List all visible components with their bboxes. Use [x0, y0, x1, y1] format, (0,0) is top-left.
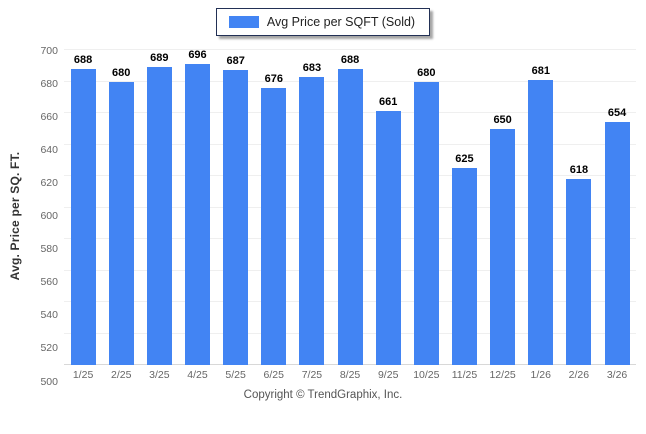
bar-value-label: 676 [264, 72, 283, 85]
x-tick-label: 8/25 [339, 369, 361, 381]
bar-slot: 689 [140, 50, 178, 365]
bar-slot: 687 [217, 50, 255, 365]
bar-slot: 696 [178, 50, 216, 365]
y-tick-label: 700 [40, 44, 58, 57]
bar-value-label: 618 [569, 164, 589, 177]
bar-chart: Avg. Price per SQ. FT. 500 520 540 560 580 60… [0, 45, 646, 388]
bar-slot: 625 [445, 50, 483, 365]
bar-value-label: 687 [226, 55, 245, 68]
bar-value-label: 696 [188, 49, 207, 61]
gridline [64, 49, 636, 50]
copyright-text: Copyright © TrendGraphix, Inc. [243, 389, 403, 401]
x-tick-label: 4/25 [187, 369, 208, 381]
bar-slot: 688 [64, 50, 102, 365]
bar [566, 179, 592, 365]
y-tick-label: 620 [40, 176, 58, 189]
bar [337, 68, 363, 365]
x-tick-label: 1/26 [530, 369, 551, 381]
legend-swatch [228, 16, 259, 28]
bar [375, 111, 401, 365]
bar [604, 122, 630, 365]
bar [146, 67, 172, 365]
legend-container: Avg Price per SQFT (Sold) [0, 8, 646, 36]
bar-value-label: 681 [531, 64, 550, 77]
bar-value-label: 654 [607, 107, 627, 120]
x-tick-label: 6/25 [263, 369, 284, 381]
bar-slot: 661 [369, 50, 407, 365]
x-tick-label: 10/25 [413, 369, 440, 381]
y-tick-label: 640 [40, 143, 58, 156]
bar-value-label: 661 [379, 96, 398, 109]
bar [528, 79, 554, 365]
y-tick-label: 680 [40, 77, 58, 90]
bars-container: 688 680 689 696 687 676 683 688 661 680 625 650 681 6… [64, 50, 636, 365]
x-tick-label: 12/25 [489, 369, 516, 381]
bar [184, 64, 210, 365]
bar [261, 87, 287, 365]
bar [490, 128, 516, 365]
y-tick-label: 580 [40, 243, 58, 256]
y-tick-label: 500 [40, 375, 58, 388]
bar [223, 70, 249, 365]
x-tick-label: 2/25 [110, 369, 132, 381]
y-tick-label: 560 [40, 276, 58, 289]
bar-value-label: 689 [150, 52, 169, 65]
bar-slot: 618 [560, 50, 598, 365]
bar-value-label: 680 [112, 66, 131, 79]
bar-slot: 650 [484, 50, 522, 365]
bar [451, 168, 477, 365]
plot-area: 688 680 689 696 687 676 683 688 661 680 625 650 681 6… [64, 49, 636, 365]
bar-value-label: 688 [73, 53, 93, 66]
legend-label: Avg Price per SQFT (Sold) [266, 15, 416, 29]
x-tick-label: 2/26 [568, 369, 590, 381]
x-tick-label: 11/25 [451, 369, 478, 381]
bar [108, 81, 134, 365]
plot-column: 688 680 689 696 687 676 683 688 661 680 625 650 681 6… [64, 49, 636, 381]
y-axis-title: Avg. Price per SQ. FT. [8, 151, 22, 280]
x-tick-label: 3/25 [149, 369, 170, 381]
bar-value-label: 683 [302, 61, 322, 74]
y-tick-label: 520 [40, 342, 58, 355]
y-axis-ticks: 500 520 540 560 580 600 620 640 660 680 700 [30, 45, 64, 388]
bar-value-label: 688 [340, 53, 360, 66]
bar-slot: 654 [598, 50, 636, 365]
bar [299, 76, 325, 365]
bar-slot: 681 [522, 50, 560, 365]
bar-value-label: 650 [493, 113, 512, 126]
bar-slot: 688 [331, 50, 369, 365]
x-tick-label: 7/25 [301, 369, 323, 381]
y-tick-label: 540 [40, 309, 58, 322]
x-tick-label: 1/25 [72, 369, 94, 381]
x-tick-label: 3/26 [606, 369, 628, 381]
x-tick-label: 9/25 [377, 369, 399, 381]
bar [413, 81, 439, 365]
y-tick-label: 600 [40, 210, 58, 222]
bar-value-label: 625 [455, 153, 474, 166]
legend: Avg Price per SQFT (Sold) [215, 8, 431, 36]
bar-value-label: 680 [417, 66, 436, 79]
x-axis-labels: 1/25 2/25 3/25 4/25 5/25 6/25 7/25 8/25 9/25 10/2… [64, 369, 636, 381]
y-tick-label: 660 [40, 110, 58, 123]
x-tick-label: 5/25 [225, 369, 246, 381]
bar-slot: 676 [255, 50, 293, 365]
bar-slot: 680 [102, 50, 140, 365]
bar-slot: 680 [407, 50, 445, 365]
bar [70, 68, 96, 365]
bar-slot: 683 [293, 50, 331, 365]
y-axis-title-column: Avg. Price per SQ. FT. [0, 50, 30, 381]
